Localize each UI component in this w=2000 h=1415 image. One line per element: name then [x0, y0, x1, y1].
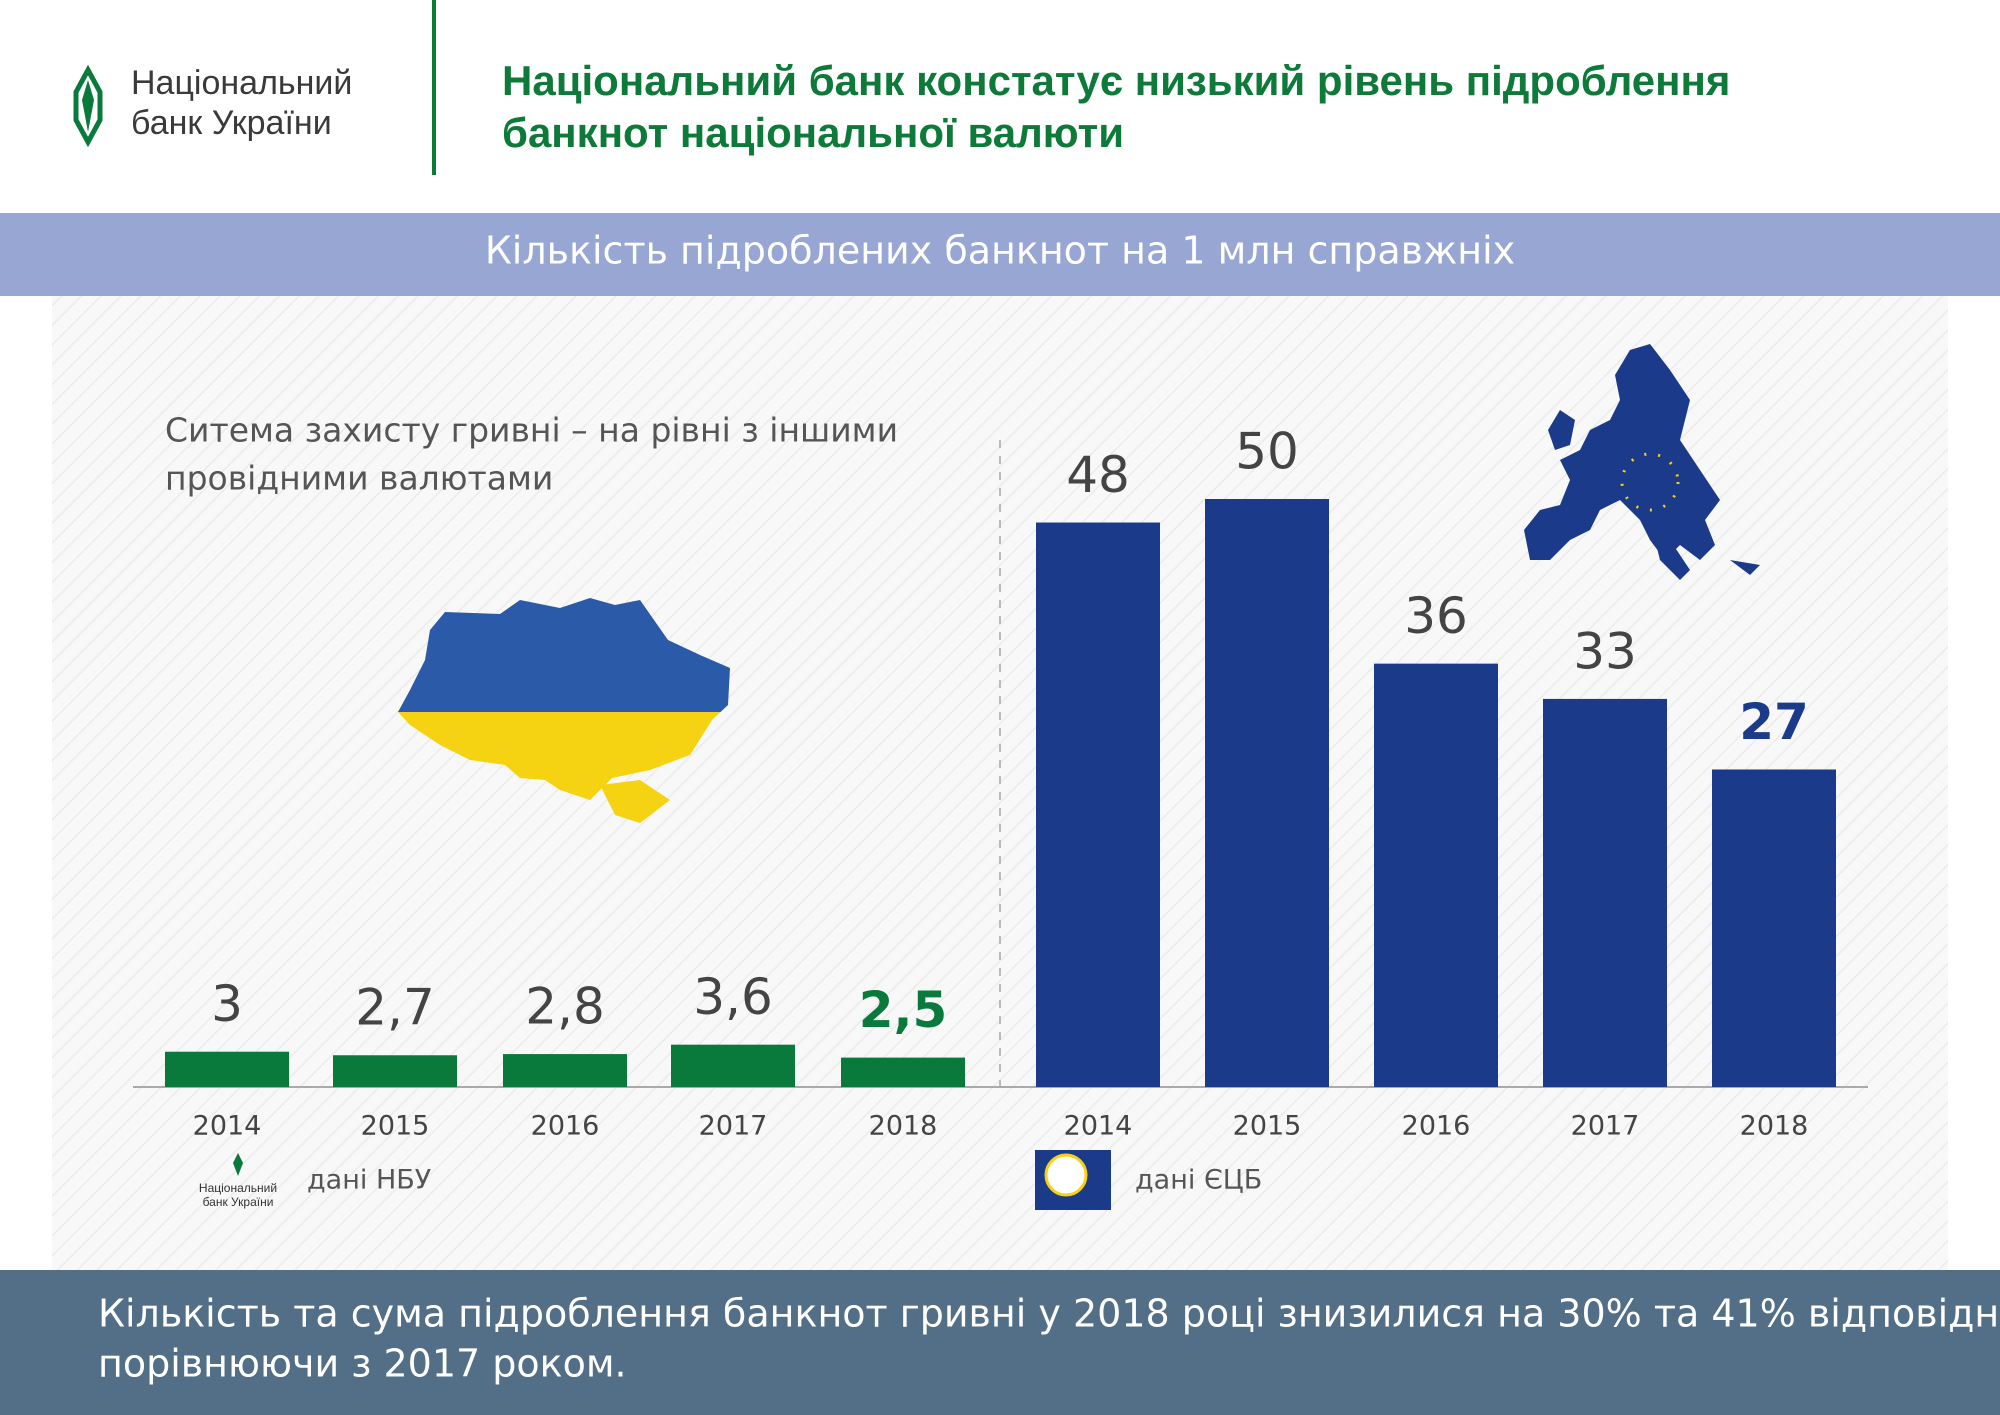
nbu-mini-logo: [233, 1153, 243, 1176]
bar: [841, 1057, 965, 1087]
value-label: 27: [1739, 693, 1809, 751]
bar: [1205, 499, 1329, 1087]
page-title: банкнот національної валюти: [502, 109, 1124, 156]
value-label: 50: [1235, 423, 1299, 481]
x-tick-label: 2018: [1740, 1111, 1809, 1142]
bar: [1036, 522, 1160, 1087]
footer-band: [0, 1270, 2000, 1415]
footer-text: порівнюючи з 2017 роком.: [98, 1342, 627, 1386]
x-tick-label: 2015: [361, 1111, 430, 1142]
bar: [1712, 769, 1836, 1087]
x-tick-label: 2015: [1233, 1111, 1302, 1142]
annotation: Ситема захисту гривні – на рівні з іншим…: [165, 411, 898, 450]
value-label: 2,5: [859, 981, 948, 1039]
nbu-mini-logo-text: банк України: [203, 1195, 274, 1209]
logo-text: банк України: [131, 104, 332, 142]
x-tick-label: 2014: [193, 1111, 262, 1142]
value-label: 2,8: [525, 978, 605, 1036]
logo-icon-inner: [82, 80, 94, 132]
value-label: 3: [211, 975, 243, 1033]
bar: [1374, 663, 1498, 1087]
bar: [671, 1044, 795, 1087]
bar: [1543, 698, 1667, 1087]
source-label: дані ЄЦБ: [1135, 1165, 1262, 1196]
bar: [503, 1054, 627, 1087]
value-label: 2,7: [355, 979, 435, 1037]
logo-icon: [73, 64, 103, 148]
page-title: Національний банк констатує низький ріве…: [502, 57, 1730, 104]
bar: [333, 1055, 457, 1087]
x-tick-label: 2016: [531, 1111, 600, 1142]
value-label: 3,6: [693, 968, 773, 1026]
x-tick-label: 2014: [1064, 1111, 1133, 1142]
x-tick-label: 2016: [1402, 1111, 1471, 1142]
bar: [165, 1051, 289, 1087]
x-tick-label: 2017: [1571, 1111, 1640, 1142]
title-band: [0, 213, 2000, 296]
x-tick-label: 2017: [699, 1111, 768, 1142]
ecb-icon-euro: [1044, 1153, 1088, 1197]
annotation: провідними валютами: [165, 459, 553, 498]
value-label: 33: [1573, 622, 1637, 680]
chart-title: Кількість підроблених банкнот на 1 млн с…: [485, 229, 1515, 273]
value-label: 36: [1404, 587, 1468, 645]
source-label: дані НБУ: [307, 1165, 431, 1196]
logo-text: Національний: [131, 64, 352, 102]
nbu-mini-logo-text: Національний: [199, 1181, 277, 1195]
footer-text: Кількість та сума підроблення банкнот гр…: [98, 1292, 2000, 1336]
value-label: 48: [1066, 446, 1130, 504]
eu-map: [1524, 344, 1760, 580]
x-tick-label: 2018: [869, 1111, 938, 1142]
